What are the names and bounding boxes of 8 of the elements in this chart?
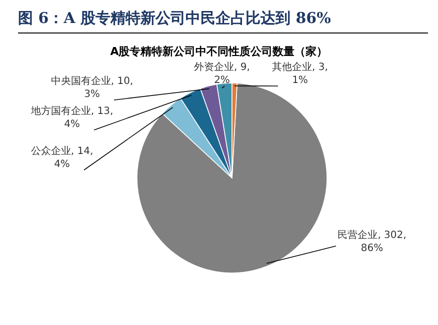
slice-label: 中央国有企业, 10, 3% [50, 75, 134, 100]
slice-label: 其他企业, 3, 1% [272, 61, 328, 86]
chart-subtitle: A股专精特新公司中不同性质公司数量（家） [110, 45, 328, 58]
slice-label: 地方国有企业, 13, 4% [30, 105, 114, 130]
chart-title: 图 6：A 股专精特新公司中民企占比达到 86% [18, 9, 331, 27]
slice-label: 外资企业, 9, 2% [194, 61, 250, 86]
slice-label: 公众企业, 14, 4% [30, 145, 94, 170]
slice-label: 民营企业, 302, 86% [338, 229, 406, 254]
